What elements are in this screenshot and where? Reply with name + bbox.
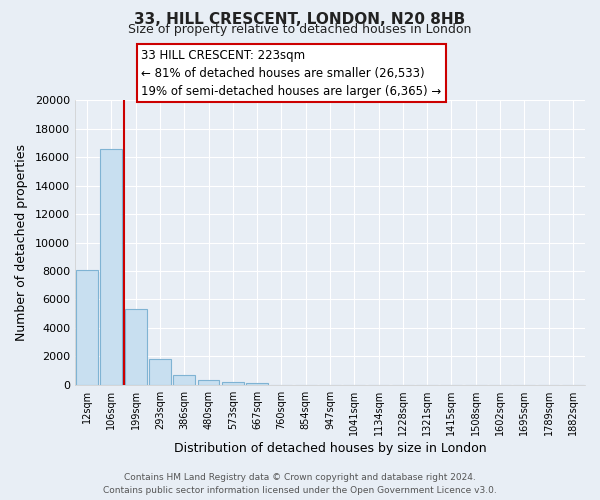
Text: 33, HILL CRESCENT, LONDON, N20 8HB: 33, HILL CRESCENT, LONDON, N20 8HB [134, 12, 466, 28]
X-axis label: Distribution of detached houses by size in London: Distribution of detached houses by size … [173, 442, 486, 455]
Bar [125, 310, 146, 384]
Bar [76, 270, 98, 384]
Y-axis label: Number of detached properties: Number of detached properties [15, 144, 28, 341]
Bar [197, 380, 220, 384]
Bar [149, 359, 171, 384]
Bar [222, 382, 244, 384]
Bar [246, 382, 268, 384]
Text: Size of property relative to detached houses in London: Size of property relative to detached ho… [128, 22, 472, 36]
Text: Contains HM Land Registry data © Crown copyright and database right 2024.
Contai: Contains HM Land Registry data © Crown c… [103, 474, 497, 495]
Text: 33 HILL CRESCENT: 223sqm
← 81% of detached houses are smaller (26,533)
19% of se: 33 HILL CRESCENT: 223sqm ← 81% of detach… [141, 48, 442, 98]
Bar [173, 374, 195, 384]
Bar [100, 148, 122, 384]
